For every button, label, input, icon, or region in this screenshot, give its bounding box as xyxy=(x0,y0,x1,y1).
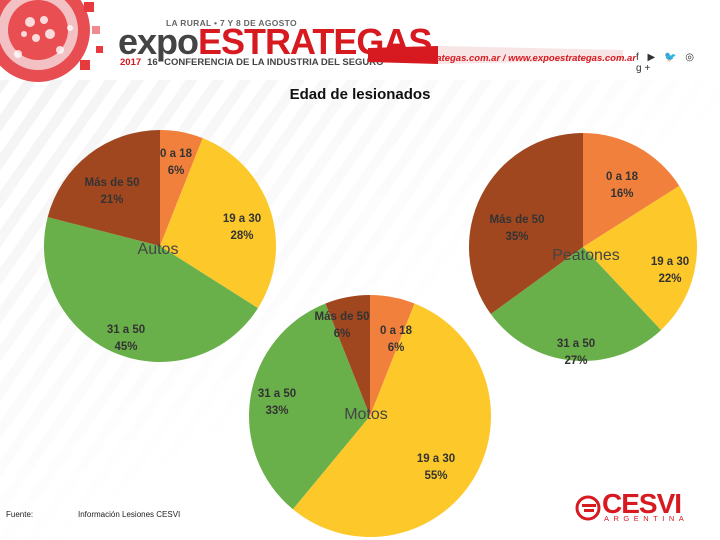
brand-expo-text: expo xyxy=(118,21,199,62)
slice-value: 6% xyxy=(334,328,351,340)
slice-value: 55% xyxy=(424,470,447,482)
slice-category: Más de 50 xyxy=(490,214,545,226)
slice-value: 22% xyxy=(658,273,681,285)
social-icons[interactable]: f ▶ 🐦 ◎ g+ xyxy=(636,52,697,74)
page-title: Edad de lesionados xyxy=(289,86,431,103)
slice-category: 31 a 50 xyxy=(557,338,595,350)
expo-logo-icon xyxy=(0,0,103,82)
slice-label: 31 a 50 27% xyxy=(557,338,595,367)
slice-label: 31 a 50 45% xyxy=(107,324,145,353)
pie-slice xyxy=(292,303,491,537)
slice-category: 31 a 50 xyxy=(258,388,296,400)
event-date-line: LA RURAL • 7 Y 8 DE AGOSTO xyxy=(166,18,297,28)
slice-label: 0 a 18 16% xyxy=(606,171,639,200)
chart-name-autos: Autos xyxy=(138,241,179,258)
slice-value: 35% xyxy=(505,231,528,243)
pie-slice xyxy=(583,185,697,331)
slice-value: 21% xyxy=(100,194,123,206)
slice-category: Más de 50 xyxy=(85,177,140,189)
pie-slice xyxy=(325,295,370,416)
pie-slice xyxy=(370,295,415,416)
slice-category: 0 a 18 xyxy=(380,325,413,337)
brand-wordmark: expoESTRATEGAS xyxy=(118,21,432,62)
source-text: Información Lesiones CESVI xyxy=(78,510,181,519)
slice-value: 33% xyxy=(265,405,288,417)
subtitle-text: 16° CONFERENCIA DE LA INDUSTRIA DEL SEGU… xyxy=(147,57,384,68)
pie-slice xyxy=(469,133,583,315)
pie-slice xyxy=(583,133,680,247)
pie-slice xyxy=(160,130,203,246)
conference-subtitle: 2017 16° CONFERENCIA DE LA INDUSTRIA DEL … xyxy=(120,57,384,68)
slice-label: 19 a 30 22% xyxy=(651,256,689,285)
cesvi-logo-icon xyxy=(575,495,601,521)
slice-category: 19 a 30 xyxy=(223,213,261,225)
slice-value: 27% xyxy=(564,355,587,367)
slice-label: 19 a 30 55% xyxy=(417,453,455,482)
header-banner: LA RURAL • 7 Y 8 DE AGOSTO expoESTRATEGA… xyxy=(0,0,720,82)
slice-value: 45% xyxy=(114,341,137,353)
year-badge: 2017 xyxy=(120,57,142,68)
slice-label: 31 a 50 33% xyxy=(258,388,296,417)
slice-category: 0 a 18 xyxy=(606,171,639,183)
slice-label: Más de 50 21% xyxy=(85,177,140,206)
contact-link[interactable]: info@expoestrategas.com.ar / www.expoest… xyxy=(370,53,637,64)
slice-value: 16% xyxy=(610,188,633,200)
source-label: Fuente: xyxy=(6,510,34,519)
slice-category: 19 a 30 xyxy=(651,256,689,268)
slice-label: Más de 50 35% xyxy=(490,214,545,243)
pie-chart-autos xyxy=(43,130,276,363)
cesvi-country: ARGENTINA xyxy=(604,514,689,523)
pie-slice xyxy=(249,303,370,510)
pie-chart-motos xyxy=(249,295,491,537)
chart-name-peatones: Peatones xyxy=(552,247,620,264)
slice-value: 6% xyxy=(168,165,185,177)
pie-slice xyxy=(490,247,662,362)
slice-category: 0 a 18 xyxy=(160,148,193,160)
contact-bar-decoration xyxy=(368,46,623,64)
pie-slice xyxy=(43,217,258,363)
slice-label: 0 a 18 6% xyxy=(380,325,413,354)
slice-category: 19 a 30 xyxy=(417,453,455,465)
slice-value: 6% xyxy=(388,342,405,354)
slice-label: Más de 50 6% xyxy=(315,311,370,340)
cesvi-wordmark: CESVI xyxy=(602,488,682,519)
pie-slice xyxy=(47,130,161,246)
slice-value: 28% xyxy=(230,230,253,242)
slice-category: 31 a 50 xyxy=(107,324,145,336)
slice-category: Más de 50 xyxy=(315,311,370,323)
slice-label: 19 a 30 28% xyxy=(223,213,261,242)
slice-label: 0 a 18 6% xyxy=(160,148,193,177)
pie-slice xyxy=(160,138,276,309)
pie-chart-peatones xyxy=(469,133,697,362)
chart-name-motos: Motos xyxy=(344,406,388,423)
